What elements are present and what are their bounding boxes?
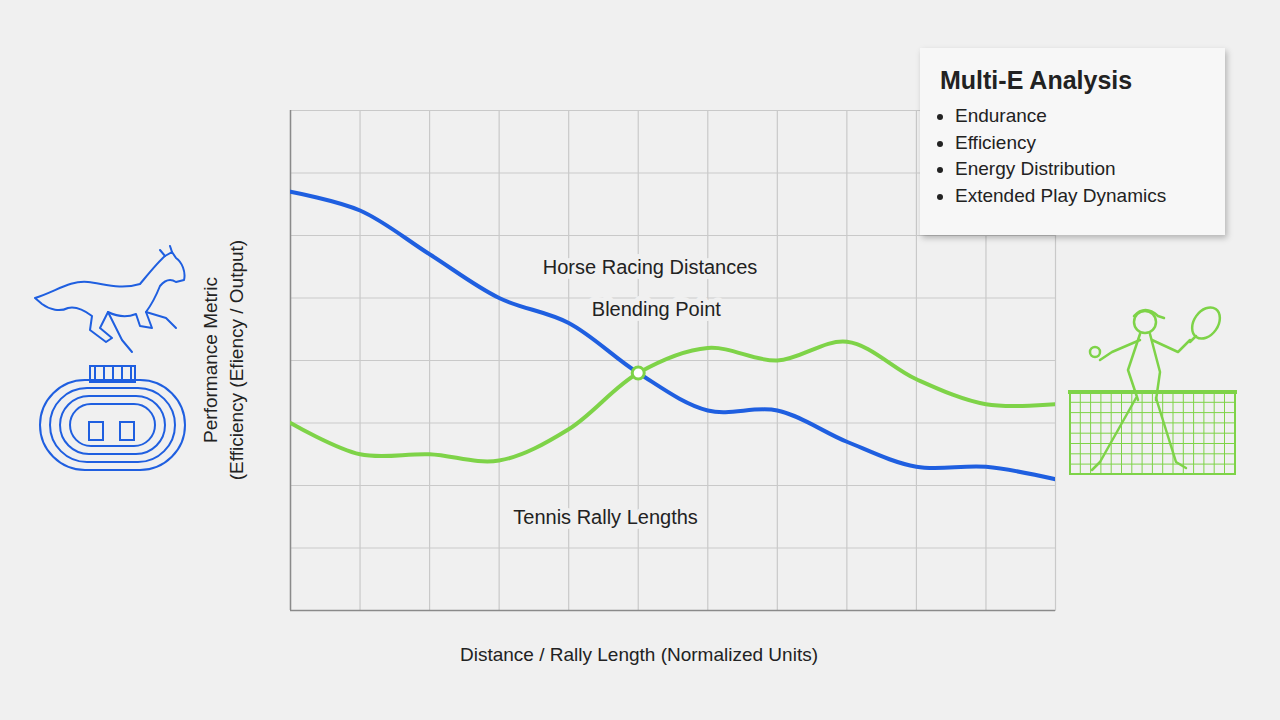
html-text:Multi-E Analysis: Multi-E Analysis [940, 66, 1133, 94]
html-text:Performance Metric: Performance Metric [200, 277, 221, 443]
html-text:Extended Play Dynamics: Extended Play Dynamics [955, 184, 1167, 206]
svg-text:Horse Racing Distances: Horse Racing Distances [543, 256, 758, 278]
html-text:Endurance: Endurance [955, 105, 1047, 126]
svg-text:Tennis Rally Lengths: Tennis Rally Lengths [513, 506, 698, 528]
html-text:(Efficiency (Efiency / Output): (Efficiency (Efiency / Output) [226, 239, 247, 481]
svg-text:Blending Point: Blending Point [592, 298, 721, 320]
html-text:Efficiency: Efficiency [955, 131, 1036, 153]
html-text:Distance / Rally Length (Norma: Distance / Rally Length (Normalized Unit… [460, 644, 818, 665]
html-text:Energy Distribution: Energy Distribution [955, 158, 1116, 179]
